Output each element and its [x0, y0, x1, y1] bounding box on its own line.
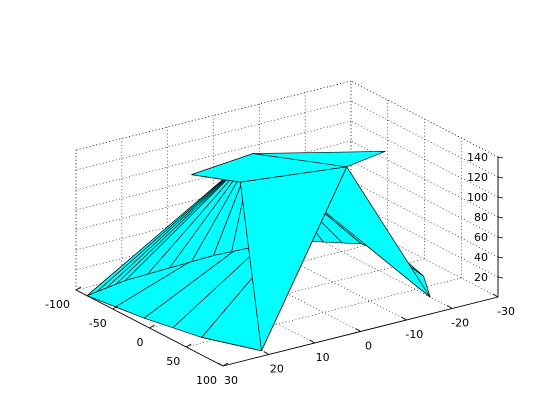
- y-tick-mark: [112, 305, 118, 310]
- z-tick-mark: [497, 276, 504, 279]
- y-tick-label: -100: [45, 298, 70, 311]
- grid-line: [350, 200, 499, 278]
- x-tick-label: 10: [316, 351, 330, 364]
- z-tick-mark: [497, 156, 504, 159]
- y-tick-mark: [149, 324, 155, 329]
- z-tick-label: 140: [467, 151, 488, 164]
- z-tick-mark: [497, 216, 504, 219]
- x-tick-mark: [401, 316, 407, 321]
- y-tick-mark: [186, 343, 192, 348]
- z-tick-label: 120: [467, 171, 488, 184]
- y-tick-label: 0: [137, 336, 144, 349]
- grid-line: [350, 80, 499, 158]
- grid-line: [350, 120, 499, 198]
- z-tick-label: 60: [474, 231, 488, 244]
- x-tick-mark: [309, 339, 315, 344]
- z-tick-mark: [497, 176, 504, 179]
- x-tick-label: -20: [451, 317, 469, 330]
- z-tick-label: 100: [467, 191, 488, 204]
- x-tick-label: 0: [365, 340, 372, 353]
- x-tick-label: 30: [224, 374, 238, 387]
- x-tick-label: -10: [405, 328, 423, 341]
- y-tick-mark: [75, 286, 82, 291]
- grid-line: [350, 180, 499, 258]
- x-tick-label: -30: [497, 305, 515, 318]
- y-tick-label: 50: [166, 355, 180, 368]
- x-tick-mark: [492, 293, 499, 298]
- y-tick-label: 100: [196, 374, 217, 387]
- y-tick-label: -50: [89, 317, 107, 330]
- grid-line: [350, 100, 499, 178]
- grid-line: [305, 232, 453, 309]
- grid-line: [350, 160, 499, 238]
- x-tick-mark: [355, 328, 361, 332]
- z-tick-label: 20: [474, 271, 488, 284]
- z-tick-label: 80: [474, 211, 488, 224]
- surface-facet: [191, 153, 348, 183]
- x-tick-mark: [217, 362, 224, 367]
- grid-line: [350, 140, 499, 218]
- z-tick-label: 40: [474, 251, 488, 264]
- x-tick-label: 20: [270, 363, 284, 376]
- z-tick-mark: [497, 256, 504, 259]
- y-tick-mark: [222, 362, 229, 367]
- x-tick-mark: [446, 305, 453, 309]
- z-tick-mark: [497, 196, 504, 199]
- z-tick-mark: [497, 236, 504, 239]
- x-tick-mark: [263, 351, 270, 355]
